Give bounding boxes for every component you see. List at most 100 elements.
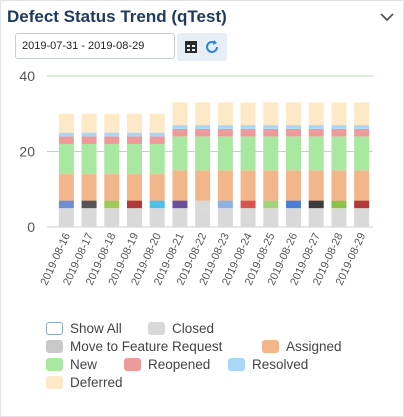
bar-segment	[81, 208, 97, 227]
bar-segment	[354, 170, 370, 201]
bar-segment	[127, 143, 142, 175]
bar-segment	[240, 125, 256, 129]
legend-label: Resolved	[252, 357, 309, 372]
legend-swatch	[46, 340, 63, 353]
bar-segment	[58, 136, 74, 144]
bar-segment	[195, 102, 211, 126]
y-tick-label: 0	[27, 219, 35, 235]
bar-segment	[354, 200, 370, 209]
date-toolbar	[177, 33, 227, 61]
bar-segment	[58, 143, 74, 175]
bar-segment	[263, 208, 279, 227]
bar-segment	[331, 200, 347, 209]
bar-segment	[104, 113, 120, 133]
bar-segment	[127, 174, 142, 201]
bar-segment	[149, 113, 165, 133]
bar-segment	[149, 143, 165, 175]
bar-segment	[172, 136, 188, 171]
bar-segment	[263, 170, 279, 201]
bar-segment	[308, 128, 324, 137]
date-range-input[interactable]: 2019-07-31 - 2019-08-29	[15, 33, 175, 59]
legend-label: New	[70, 357, 98, 372]
legend-swatch	[228, 358, 245, 371]
bar-segment	[263, 125, 279, 129]
bar-segment	[195, 136, 211, 171]
bar-segment	[217, 125, 233, 129]
bar-segment	[286, 200, 301, 209]
bar-segment	[58, 208, 74, 227]
bar-segment	[354, 136, 370, 171]
bar-segment	[308, 200, 324, 209]
widget-title: Defect Status Trend (qTest)	[7, 7, 227, 26]
bar-segment	[81, 143, 97, 175]
bar-segment	[127, 132, 142, 137]
bar-segment	[308, 170, 324, 201]
bar-segment	[286, 128, 301, 137]
legend-swatch	[46, 358, 63, 371]
bar-segment	[172, 102, 188, 126]
legend-item-reopened[interactable]: Reopened	[124, 357, 210, 372]
legend-swatch	[124, 358, 141, 371]
legend-label: Assigned	[286, 339, 342, 354]
bar-segment	[308, 125, 324, 129]
legend-swatch	[46, 376, 63, 389]
refresh-icon[interactable]	[204, 39, 220, 55]
bar-segment	[286, 125, 301, 129]
bar-segment	[81, 200, 97, 209]
bar-segment	[149, 208, 165, 227]
bar-segment	[308, 136, 324, 171]
bar-segment	[58, 132, 74, 137]
bar-segment	[104, 132, 120, 137]
bar-segment	[354, 128, 370, 137]
show-all-checkbox[interactable]	[46, 322, 63, 335]
bar-segment	[217, 170, 233, 201]
bar-segment	[81, 113, 97, 133]
bar-segment	[127, 136, 142, 144]
calendar-icon[interactable]	[183, 39, 199, 55]
legend-item-resolved[interactable]: Resolved	[228, 357, 308, 372]
bar-segment	[104, 208, 120, 227]
legend-label: Reopened	[148, 357, 211, 372]
bar-segment	[308, 102, 324, 126]
legend-item-deferred[interactable]: Deferred	[46, 375, 123, 390]
bar-segment	[217, 208, 233, 227]
legend-item-assigned[interactable]: Assigned	[262, 339, 342, 354]
bar-segment	[240, 102, 256, 126]
bar-segment	[104, 174, 120, 201]
bar-segment	[172, 200, 188, 209]
bar-segment	[331, 136, 347, 171]
bar-segment	[172, 170, 188, 201]
bar-segment	[354, 125, 370, 129]
bar-segment	[331, 128, 347, 137]
bar-segment	[104, 200, 120, 209]
legend-label: Show All	[70, 321, 122, 336]
bar-segment	[149, 200, 165, 209]
bar-segment	[263, 102, 279, 126]
bar-segment	[286, 170, 301, 201]
bar-segment	[263, 136, 279, 171]
bar-segment	[149, 136, 165, 144]
bar-segment	[331, 208, 347, 227]
bar-segment	[286, 102, 301, 126]
bar-segment	[217, 136, 233, 171]
bar-segment	[217, 102, 233, 126]
legend-item-new[interactable]: New	[46, 357, 97, 372]
legend-item-closed[interactable]: Closed	[148, 321, 214, 336]
bar-segment	[240, 128, 256, 137]
bar-segment	[81, 136, 97, 144]
legend-item-move-to-feature-request[interactable]: Move to Feature Request	[46, 339, 222, 354]
bar-segment	[81, 132, 97, 137]
bar-segment	[263, 200, 279, 209]
bar-segment	[331, 170, 347, 201]
bar-segment	[240, 136, 256, 171]
chevron-down-icon[interactable]	[379, 9, 395, 25]
bar-segment	[331, 102, 347, 126]
bar-segment	[195, 200, 211, 209]
legend-swatch	[262, 340, 279, 353]
bar-segment	[172, 128, 188, 137]
bar-segment	[195, 208, 211, 227]
y-tick-label: 20	[19, 144, 35, 160]
bar-segment	[127, 208, 142, 227]
legend-show-all[interactable]: Show All	[46, 321, 122, 336]
